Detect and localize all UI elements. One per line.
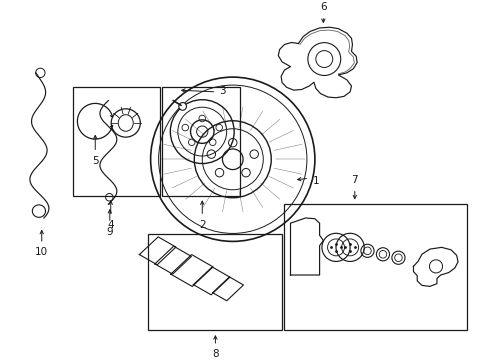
Text: 6: 6 bbox=[319, 3, 326, 12]
Text: 9: 9 bbox=[106, 227, 113, 237]
Bar bbox=[284, 204, 467, 330]
Bar bbox=[162, 87, 239, 195]
Text: 5: 5 bbox=[92, 156, 99, 166]
Text: 1: 1 bbox=[312, 176, 319, 186]
Text: 7: 7 bbox=[351, 175, 357, 185]
Text: 3: 3 bbox=[218, 86, 225, 96]
Text: 2: 2 bbox=[199, 220, 205, 230]
Bar bbox=[73, 87, 160, 195]
Circle shape bbox=[179, 103, 186, 110]
Text: 4: 4 bbox=[107, 220, 114, 230]
Text: 8: 8 bbox=[212, 349, 218, 359]
Text: 10: 10 bbox=[35, 247, 48, 257]
Bar bbox=[148, 234, 282, 330]
